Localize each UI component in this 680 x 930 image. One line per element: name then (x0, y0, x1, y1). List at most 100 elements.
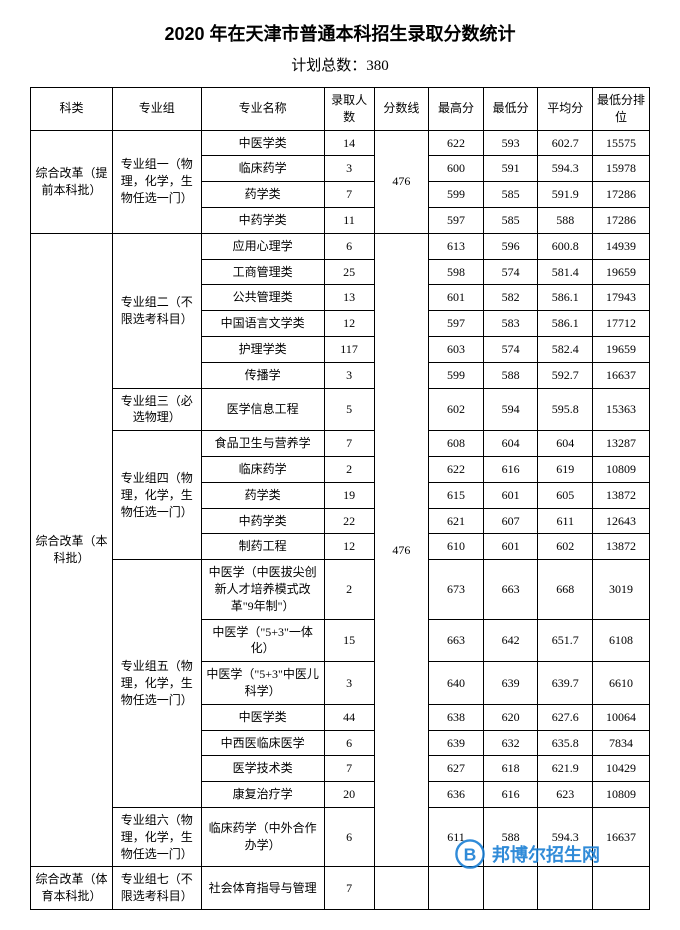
table-row: 专业组四（物理，化学，生物任选一门）食品卫生与营养学76086046041328… (31, 431, 650, 457)
cell: 616 (483, 782, 538, 808)
cell (483, 867, 538, 910)
col-major: 专业名称 (201, 88, 324, 131)
cell: 574 (483, 336, 538, 362)
cell: 476 (374, 233, 429, 867)
cell: 中医学（"5+3"中医儿科学） (201, 662, 324, 705)
cell: 635.8 (538, 730, 593, 756)
cell: 应用心理学 (201, 233, 324, 259)
cell: 社会体育指导与管理 (201, 867, 324, 910)
cell: 7 (324, 182, 374, 208)
cell: 传播学 (201, 362, 324, 388)
cell: 639.7 (538, 662, 593, 705)
cell: 611 (429, 807, 484, 866)
cell: 中西医临床医学 (201, 730, 324, 756)
cell: 专业组四（物理，化学，生物任选一门） (112, 431, 201, 560)
cell: 专业组二（不限选考科目） (112, 233, 201, 388)
cell: 专业组六（物理，化学，生物任选一门） (112, 807, 201, 866)
cell: 药学类 (201, 182, 324, 208)
cell: 3 (324, 156, 374, 182)
cell: 622 (429, 130, 484, 156)
cell: 592.7 (538, 362, 593, 388)
col-category: 科类 (31, 88, 113, 131)
cell: 663 (429, 619, 484, 662)
cell: 591.9 (538, 182, 593, 208)
cell: 594.3 (538, 156, 593, 182)
cell: 595.8 (538, 388, 593, 431)
cell: 工商管理类 (201, 259, 324, 285)
cell: 专业组五（物理，化学，生物任选一门） (112, 560, 201, 808)
cell: 6610 (593, 662, 650, 705)
table-row: 综合改革（本科批）专业组二（不限选考科目）应用心理学6476613596600.… (31, 233, 650, 259)
cell: 673 (429, 560, 484, 619)
table-row: 综合改革（提前本科批）专业组一（物理，化学，生物任选一门）中医学类1447662… (31, 130, 650, 156)
cell: 13287 (593, 431, 650, 457)
cell: 593 (483, 130, 538, 156)
cell: 药学类 (201, 482, 324, 508)
cell: 588 (483, 362, 538, 388)
cell: 10809 (593, 456, 650, 482)
cell: 中国语言文学类 (201, 311, 324, 337)
cell: 医学信息工程 (201, 388, 324, 431)
cell: 15 (324, 619, 374, 662)
cell: 44 (324, 704, 374, 730)
cell: 476 (374, 130, 429, 233)
cell: 13872 (593, 482, 650, 508)
cell: 600.8 (538, 233, 593, 259)
cell: 639 (483, 662, 538, 705)
cell: 中医学（中医拔尖创新人才培养模式改革"9年制"） (201, 560, 324, 619)
col-low: 最低分 (483, 88, 538, 131)
table-row: 综合改革（体育本科批）专业组七（不限选考科目）社会体育指导与管理7 (31, 867, 650, 910)
cell: 19659 (593, 336, 650, 362)
cell: 638 (429, 704, 484, 730)
cell: 618 (483, 756, 538, 782)
cell: 专业组三（必选物理） (112, 388, 201, 431)
cell: 17943 (593, 285, 650, 311)
cell: 10429 (593, 756, 650, 782)
cell: 602.7 (538, 130, 593, 156)
cell: 588 (483, 807, 538, 866)
cell: 594 (483, 388, 538, 431)
cell: 制药工程 (201, 534, 324, 560)
cell: 585 (483, 182, 538, 208)
cell: 5 (324, 388, 374, 431)
cell: 616 (483, 456, 538, 482)
cell: 639 (429, 730, 484, 756)
cell: 19 (324, 482, 374, 508)
cell: 651.7 (538, 619, 593, 662)
cell: 2 (324, 456, 374, 482)
admission-table: 科类 专业组 专业名称 录取人数 分数线 最高分 最低分 平均分 最低分排位 综… (30, 87, 650, 910)
cell: 601 (429, 285, 484, 311)
cell: 615 (429, 482, 484, 508)
cell: 综合改革（本科批） (31, 233, 113, 867)
cell: 596 (483, 233, 538, 259)
cell: 608 (429, 431, 484, 457)
cell: 607 (483, 508, 538, 534)
cell: 601 (483, 482, 538, 508)
cell: 15363 (593, 388, 650, 431)
cell: 16637 (593, 362, 650, 388)
cell: 综合改革（体育本科批） (31, 867, 113, 910)
cell: 中医学类 (201, 130, 324, 156)
cell: 19659 (593, 259, 650, 285)
cell: 610 (429, 534, 484, 560)
cell: 6108 (593, 619, 650, 662)
cell: 10064 (593, 704, 650, 730)
cell (593, 867, 650, 910)
cell: 15575 (593, 130, 650, 156)
cell: 12 (324, 534, 374, 560)
col-count: 录取人数 (324, 88, 374, 131)
cell: 581.4 (538, 259, 593, 285)
table-row: 专业组五（物理，化学，生物任选一门）中医学（中医拔尖创新人才培养模式改革"9年制… (31, 560, 650, 619)
cell: 642 (483, 619, 538, 662)
col-high: 最高分 (429, 88, 484, 131)
cell: 3 (324, 662, 374, 705)
cell: 597 (429, 207, 484, 233)
table-row: 专业组六（物理，化学，生物任选一门）临床药学（中外合作办学）6611588594… (31, 807, 650, 866)
cell: 13 (324, 285, 374, 311)
cell: 619 (538, 456, 593, 482)
cell: 605 (538, 482, 593, 508)
cell: 10809 (593, 782, 650, 808)
col-scoreline: 分数线 (374, 88, 429, 131)
cell (429, 867, 484, 910)
cell: 604 (538, 431, 593, 457)
